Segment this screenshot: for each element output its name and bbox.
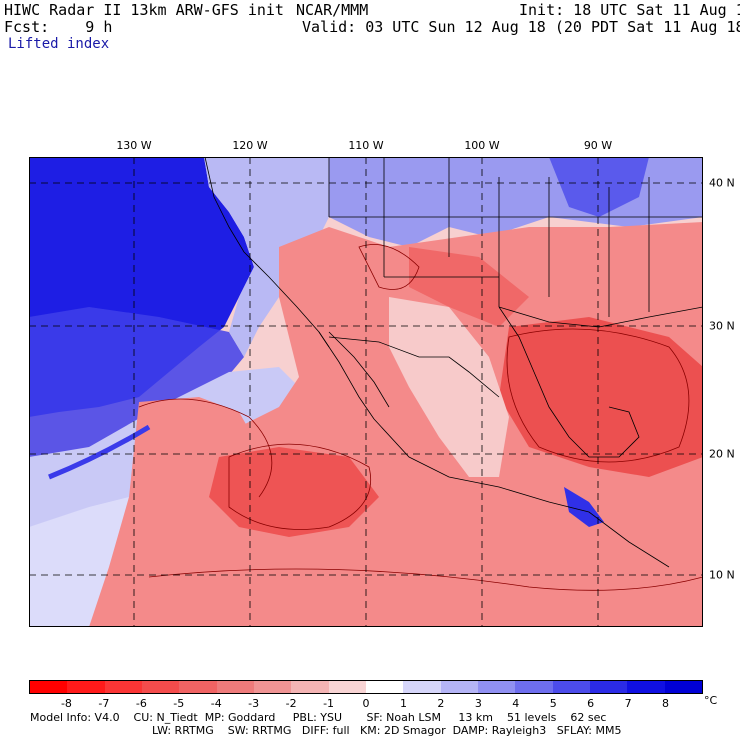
header-init: Init: 18 UTC Sat 11 Aug 18 (519, 1, 740, 19)
header-valid-time: Valid: 03 UTC Sun 12 Aug 18 (20 PDT Sat … (302, 18, 740, 36)
colorbar-tick-label: 7 (624, 697, 632, 710)
near-neutral-mexico-plateau (389, 297, 509, 477)
colorbar-tick-label: 2 (437, 697, 445, 710)
lat-label-40n: 40 N (709, 176, 735, 190)
colorbar-tick-label: -5 (173, 697, 185, 710)
colorbar (29, 680, 703, 694)
colorbar-swatch (253, 681, 292, 693)
unstable-region-pacific (89, 397, 259, 627)
colorbar-swatch (291, 681, 329, 693)
colorbar-swatch (477, 681, 516, 693)
colorbar-tick-label: -2 (285, 697, 297, 710)
gulf-coast (498, 306, 703, 458)
contour-line (358, 244, 420, 290)
lat-label-10n: 10 N (709, 568, 735, 582)
baja-california (318, 331, 390, 420)
colorbar-tick-label: 0 (362, 697, 370, 710)
mexico-pacific-coast (373, 418, 670, 568)
stable-region-us-northeast (549, 157, 649, 217)
us-state-lines (328, 157, 703, 317)
lon-label-130w: 130 W (116, 139, 152, 152)
stable-pocket-central-america (564, 487, 604, 527)
colorbar-tick-label: -1 (323, 697, 335, 710)
colorbar-unit: °C (704, 694, 718, 707)
colorbar-swatch (552, 681, 590, 693)
lon-label-110w: 110 W (348, 139, 384, 152)
lon-label-100w: 100 W (464, 139, 500, 152)
header-title: HIWC Radar II 13km ARW-GFS init (4, 1, 284, 19)
colorbar-swatch (30, 681, 68, 693)
lon-label-120w: 120 W (232, 139, 268, 152)
map-frame (29, 157, 703, 627)
lat-label-30n: 30 N (709, 319, 735, 333)
contour-line (506, 328, 690, 463)
political-boundaries (204, 157, 703, 568)
colorbar-tick-label: 5 (549, 697, 557, 710)
model-info-line2: LW: RRTMG SW: RRTMG DIFF: full KM: 2D Sm… (152, 724, 622, 737)
colorbar-tick-label: 6 (587, 697, 595, 710)
stable-region-southwest-lobe (29, 307, 244, 487)
colorbar-tick-label: 4 (512, 697, 520, 710)
stable-streak-pacific (48, 424, 151, 480)
colorbar-tick-label: -3 (248, 697, 260, 710)
field-name: Lifted index (8, 36, 110, 52)
header-source: NCAR/MMM (296, 1, 369, 19)
colorbar-swatch (141, 681, 180, 693)
colorbar-swatch (179, 681, 217, 693)
light-blue-southwest (29, 497, 139, 627)
unstable-core-gulf (499, 317, 703, 477)
colorbar-tick-label: -7 (98, 697, 110, 710)
colorbar-swatch (440, 681, 478, 693)
colorbar-swatch (365, 681, 404, 693)
stable-coastal-strip (204, 157, 334, 357)
colorbar-tick-label: -4 (210, 697, 222, 710)
unstable-core-eastern-pacific (209, 447, 379, 537)
contour-line (138, 398, 273, 498)
colorbar-swatch (515, 681, 553, 693)
colorbar-tick-label: -8 (60, 697, 72, 710)
us-mexico-border (328, 336, 500, 398)
lon-label-90w: 90 W (583, 139, 613, 152)
li-contours (138, 244, 703, 591)
colorbar-swatch (403, 681, 441, 693)
lat-label-20n: 20 N (709, 447, 735, 461)
colorbar-swatch (627, 681, 665, 693)
colorbar-tick-label: -6 (135, 697, 147, 710)
us-west-coast (204, 157, 330, 348)
colorbar-tick-label: 8 (662, 697, 670, 710)
colorbar-swatch (664, 681, 702, 693)
contour-line (148, 568, 703, 591)
model-info-line1: Model Info: V4.0 CU: N_Tiedt MP: Goddard… (30, 711, 607, 724)
colorbar-swatch (104, 681, 142, 693)
lifted-index-map (29, 157, 703, 627)
header-forecast-hour: Fcst: 9 h (4, 18, 113, 36)
colorbar-tick-label: 3 (474, 697, 482, 710)
colorbar-swatch (328, 681, 366, 693)
colorbar-swatch (67, 681, 105, 693)
lat-lon-grid (29, 157, 703, 627)
colorbar-swatch (216, 681, 254, 693)
colorbar-tick-label: 1 (399, 697, 407, 710)
colorbar-swatch (589, 681, 628, 693)
